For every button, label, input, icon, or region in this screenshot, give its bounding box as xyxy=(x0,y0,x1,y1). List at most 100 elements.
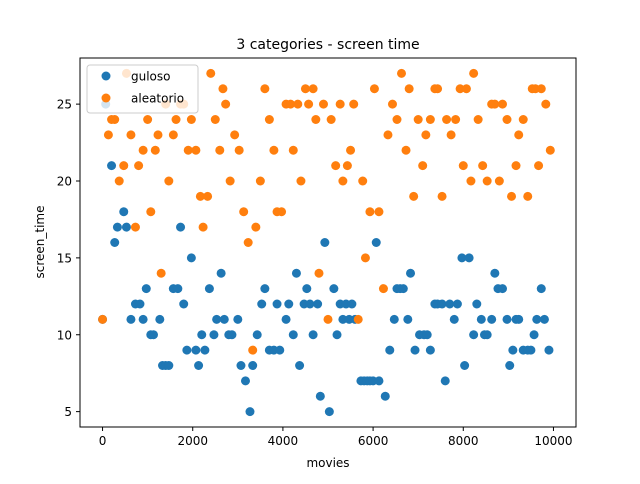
point-aleatorio-66 xyxy=(358,176,368,186)
point-guloso-57 xyxy=(315,391,325,401)
point-guloso-100 xyxy=(476,314,486,324)
point-guloso-119 xyxy=(544,345,554,355)
point-aleatorio-105 xyxy=(518,115,528,124)
point-aleatorio-22 xyxy=(183,145,193,155)
x-tick-label: 2000 xyxy=(177,434,208,448)
point-guloso-23 xyxy=(186,253,196,263)
x-tick-label: 8000 xyxy=(448,434,479,448)
point-aleatorio-12 xyxy=(146,207,156,217)
point-aleatorio-64 xyxy=(349,99,359,109)
point-guloso-49 xyxy=(288,330,298,340)
point-aleatorio-103 xyxy=(511,161,521,171)
y-tick-label: 25 xyxy=(57,98,72,112)
point-aleatorio-77 xyxy=(404,84,414,94)
point-guloso-90 xyxy=(437,299,447,309)
point-aleatorio-62 xyxy=(342,161,352,171)
point-aleatorio-93 xyxy=(469,68,479,78)
points-layer xyxy=(98,68,555,417)
point-aleatorio-7 xyxy=(126,130,136,140)
point-aleatorio-31 xyxy=(218,84,228,94)
point-aleatorio-9 xyxy=(134,161,144,171)
y-tick-label: 5 xyxy=(64,405,72,419)
point-aleatorio-51 xyxy=(300,84,310,94)
point-guloso-13 xyxy=(149,330,158,340)
point-aleatorio-18 xyxy=(168,130,178,140)
point-guloso-20 xyxy=(176,222,186,232)
point-aleatorio-80 xyxy=(418,161,428,171)
point-guloso-115 xyxy=(529,330,539,340)
y-tick-label: 10 xyxy=(57,328,72,342)
point-aleatorio-90 xyxy=(458,161,468,171)
point-aleatorio-19 xyxy=(171,115,181,124)
x-axis-label: movies xyxy=(306,456,349,470)
point-aleatorio-94 xyxy=(473,115,483,124)
point-aleatorio-45 xyxy=(277,207,287,217)
point-aleatorio-54 xyxy=(311,115,321,124)
point-aleatorio-38 xyxy=(248,345,258,355)
point-aleatorio-14 xyxy=(153,130,163,140)
point-aleatorio-92 xyxy=(466,176,476,186)
point-guloso-106 xyxy=(498,284,507,294)
point-aleatorio-24 xyxy=(191,145,201,155)
point-aleatorio-33 xyxy=(225,176,235,186)
ticks-layer: 0 2000 4000 6000 8000 10000 5 10 15 20 25 xyxy=(57,98,573,448)
point-guloso-42 xyxy=(260,284,270,294)
point-guloso-36 xyxy=(236,361,246,370)
point-guloso-109 xyxy=(508,345,518,355)
point-guloso-9 xyxy=(135,299,145,309)
point-guloso-102 xyxy=(482,330,492,340)
y-tick-label: 15 xyxy=(57,251,72,265)
point-aleatorio-72 xyxy=(383,130,393,140)
point-aleatorio-88 xyxy=(451,115,461,124)
x-tick-label: 10000 xyxy=(534,434,572,448)
point-guloso-61 xyxy=(332,330,342,340)
point-guloso-4 xyxy=(112,222,122,232)
point-aleatorio-82 xyxy=(425,115,435,124)
point-guloso-96 xyxy=(460,361,470,370)
point-aleatorio-61 xyxy=(338,176,348,186)
point-guloso-40 xyxy=(252,330,262,340)
point-aleatorio-110 xyxy=(536,84,546,94)
point-guloso-38 xyxy=(245,407,255,417)
point-aleatorio-98 xyxy=(490,99,500,109)
legend-frame xyxy=(86,64,199,114)
point-guloso-27 xyxy=(200,345,210,355)
point-guloso-21 xyxy=(179,299,189,309)
point-guloso-11 xyxy=(141,284,151,294)
point-guloso-111 xyxy=(514,314,524,324)
point-guloso-48 xyxy=(284,299,294,309)
point-guloso-35 xyxy=(233,314,243,324)
legend-marker-guloso xyxy=(101,71,111,81)
axes-layer xyxy=(79,57,577,428)
point-guloso-103 xyxy=(487,314,497,324)
point-guloso-53 xyxy=(302,284,312,294)
point-aleatorio-75 xyxy=(397,68,406,78)
point-guloso-118 xyxy=(539,314,549,324)
point-guloso-31 xyxy=(216,268,226,278)
point-guloso-95 xyxy=(457,253,467,263)
point-aleatorio-106 xyxy=(523,191,533,201)
point-guloso-47 xyxy=(281,314,291,324)
point-guloso-92 xyxy=(445,299,455,309)
point-guloso-117 xyxy=(536,284,546,294)
plot-area-frame xyxy=(79,57,577,428)
point-guloso-34 xyxy=(227,330,237,340)
point-aleatorio-29 xyxy=(210,115,220,124)
point-aleatorio-48 xyxy=(288,145,298,155)
point-guloso-114 xyxy=(526,345,536,355)
point-guloso-63 xyxy=(338,314,348,324)
point-aleatorio-95 xyxy=(478,161,488,171)
point-aleatorio-35 xyxy=(234,145,244,155)
point-aleatorio-76 xyxy=(401,145,411,155)
point-aleatorio-100 xyxy=(498,99,507,109)
point-guloso-45 xyxy=(272,299,282,309)
point-aleatorio-8 xyxy=(130,222,140,232)
point-aleatorio-91 xyxy=(461,84,471,94)
point-aleatorio-78 xyxy=(409,191,419,201)
point-aleatorio-63 xyxy=(346,145,356,155)
point-aleatorio-57 xyxy=(323,314,333,324)
point-guloso-86 xyxy=(422,330,432,340)
point-guloso-28 xyxy=(204,284,214,294)
